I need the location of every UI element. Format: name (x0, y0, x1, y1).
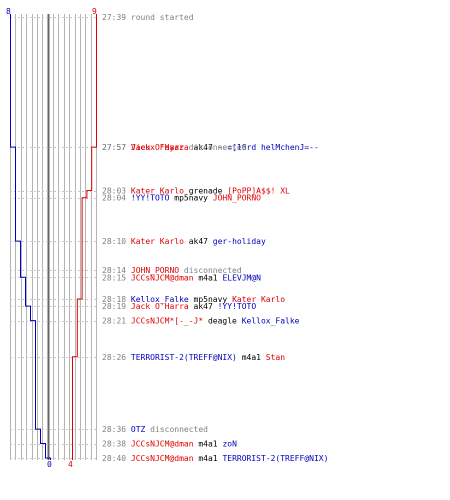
event-time: 27:39 (102, 13, 131, 22)
event-row: 28:18 Kellox_Falke mp5navy Kater Karlo (102, 295, 285, 304)
team-b-alive-line (72, 14, 97, 460)
event-time: 28:10 (102, 237, 131, 246)
event-time: 28:15 (102, 273, 131, 282)
event-row: 27:39 round started (102, 13, 194, 22)
grid-layer (10, 14, 98, 460)
event-time: 28:38 (102, 440, 131, 449)
team-b-end-count: 4 (68, 460, 73, 469)
event-message: round started (131, 13, 194, 22)
event-victim: zoN (222, 440, 237, 449)
event-killer: JCCsNJCM@dman (131, 440, 194, 449)
team-a-start-count: 8 (6, 7, 11, 16)
event-victim: Kater Karlo (232, 295, 285, 304)
event-row: 28:10 Kater Karlo ak47 ger-holiday (102, 237, 266, 246)
event-time: 28:19 (102, 302, 131, 311)
series-layer (10, 14, 97, 460)
event-killer: !YY!TOTO (131, 194, 170, 203)
event-killer: Kater Karlo (131, 187, 184, 196)
event-row: 27:57 Vieux Fayaz disconnected (102, 143, 247, 152)
event-row: 28:21 JCCsNJCM*[-_-J* deagle Kellox_Falk… (102, 317, 300, 326)
event-killer: TERRORIST-2(TREFF@NIX) (131, 353, 237, 362)
event-killer: Jack O'Harra (131, 302, 189, 311)
event-victim: JOHN_PORNO (213, 194, 261, 203)
event-player: OTZ (131, 425, 146, 434)
event-time: 28:21 (102, 317, 131, 326)
event-row: 28:36 OTZ disconnected (102, 425, 208, 434)
event-time: 28:40 (102, 454, 131, 463)
event-row: 27:57 Jack O'Harra ak47 --=[10rd helMche… (102, 143, 319, 152)
event-time: 28:04 (102, 194, 131, 203)
event-log: 27:39 round started 27:57 Jack O'Harra ak… (102, 13, 328, 463)
team-a-alive-line (10, 14, 51, 460)
event-weapon: ak47 (189, 302, 218, 311)
axis-label-layer: 8 9 0 4 (6, 7, 97, 469)
event-row: 28:26 TERRORIST-2(TREFF@NIX) m4a1 Stan (102, 353, 285, 362)
event-message: disconnected (184, 143, 247, 152)
event-row: 28:19 Jack O'Harra ak47 !YY!TOTO (102, 302, 256, 311)
event-row: 28:04 !YY!TOTO mp5navy JOHN_PORNO (102, 194, 261, 203)
event-victim: !YY!TOTO (218, 302, 257, 311)
event-killer: JCCsNJCM*[-_-J* (131, 317, 203, 326)
event-victim: ELEVJM@N (222, 273, 261, 282)
event-weapon: m4a1 (237, 353, 266, 362)
event-time: 27:57 (102, 143, 131, 152)
event-weapon: m4a1 (194, 273, 223, 282)
event-time: 28:36 (102, 425, 131, 434)
event-victim: TERRORIST-2(TREFF@NIX) (222, 454, 328, 463)
event-killer: Kellox_Falke (131, 295, 189, 304)
event-killer: Kater Karlo (131, 237, 184, 246)
event-weapon: m4a1 (194, 454, 223, 463)
team-a-end-count: 0 (47, 460, 52, 469)
event-victim: [PoPP]A$$! XL (227, 187, 290, 196)
event-row: 28:15 JCCsNJCM@dman m4a1 ELEVJM@N (102, 273, 261, 282)
event-time: 27:57 (102, 143, 131, 152)
event-time: 28:18 (102, 295, 131, 304)
event-killer: Jack O'Harra (131, 143, 189, 152)
event-weapon: mp5navy (189, 295, 232, 304)
event-weapon: ak47 (184, 237, 213, 246)
event-weapon: grenade (184, 187, 227, 196)
event-weapon: ak47 (189, 143, 218, 152)
event-weapon: mp5navy (169, 194, 212, 203)
event-message: disconnected (179, 266, 242, 275)
event-time: 28:14 (102, 266, 131, 275)
event-killer: JCCsNJCM@dman (131, 273, 194, 282)
event-player: JOHN_PORNO (131, 266, 179, 275)
event-time: 28:03 (102, 187, 131, 196)
event-row: 28:40 JCCsNJCM@dman m4a1 TERRORIST-2(TRE… (102, 454, 328, 463)
event-message: disconnected (145, 425, 208, 434)
event-victim: --=[10rd helMchenJ=-- (218, 143, 319, 152)
event-weapon: deagle (203, 317, 242, 326)
event-victim: Stan (266, 353, 285, 362)
event-row: 28:14 JOHN_PORNO disconnected (102, 266, 242, 275)
team-b-start-count: 9 (92, 7, 97, 16)
event-victim: Kellox_Falke (242, 317, 300, 326)
event-row: 28:38 JCCsNJCM@dman m4a1 zoN (102, 440, 237, 449)
event-player: Vieux Fayaz (131, 143, 184, 152)
event-victim: ger-holiday (213, 237, 266, 246)
event-weapon: m4a1 (194, 440, 223, 449)
event-killer: JCCsNJCM@dman (131, 454, 194, 463)
event-row: 28:03 Kater Karlo grenade [PoPP]A$$! XL (102, 187, 290, 196)
event-time: 28:26 (102, 353, 131, 362)
